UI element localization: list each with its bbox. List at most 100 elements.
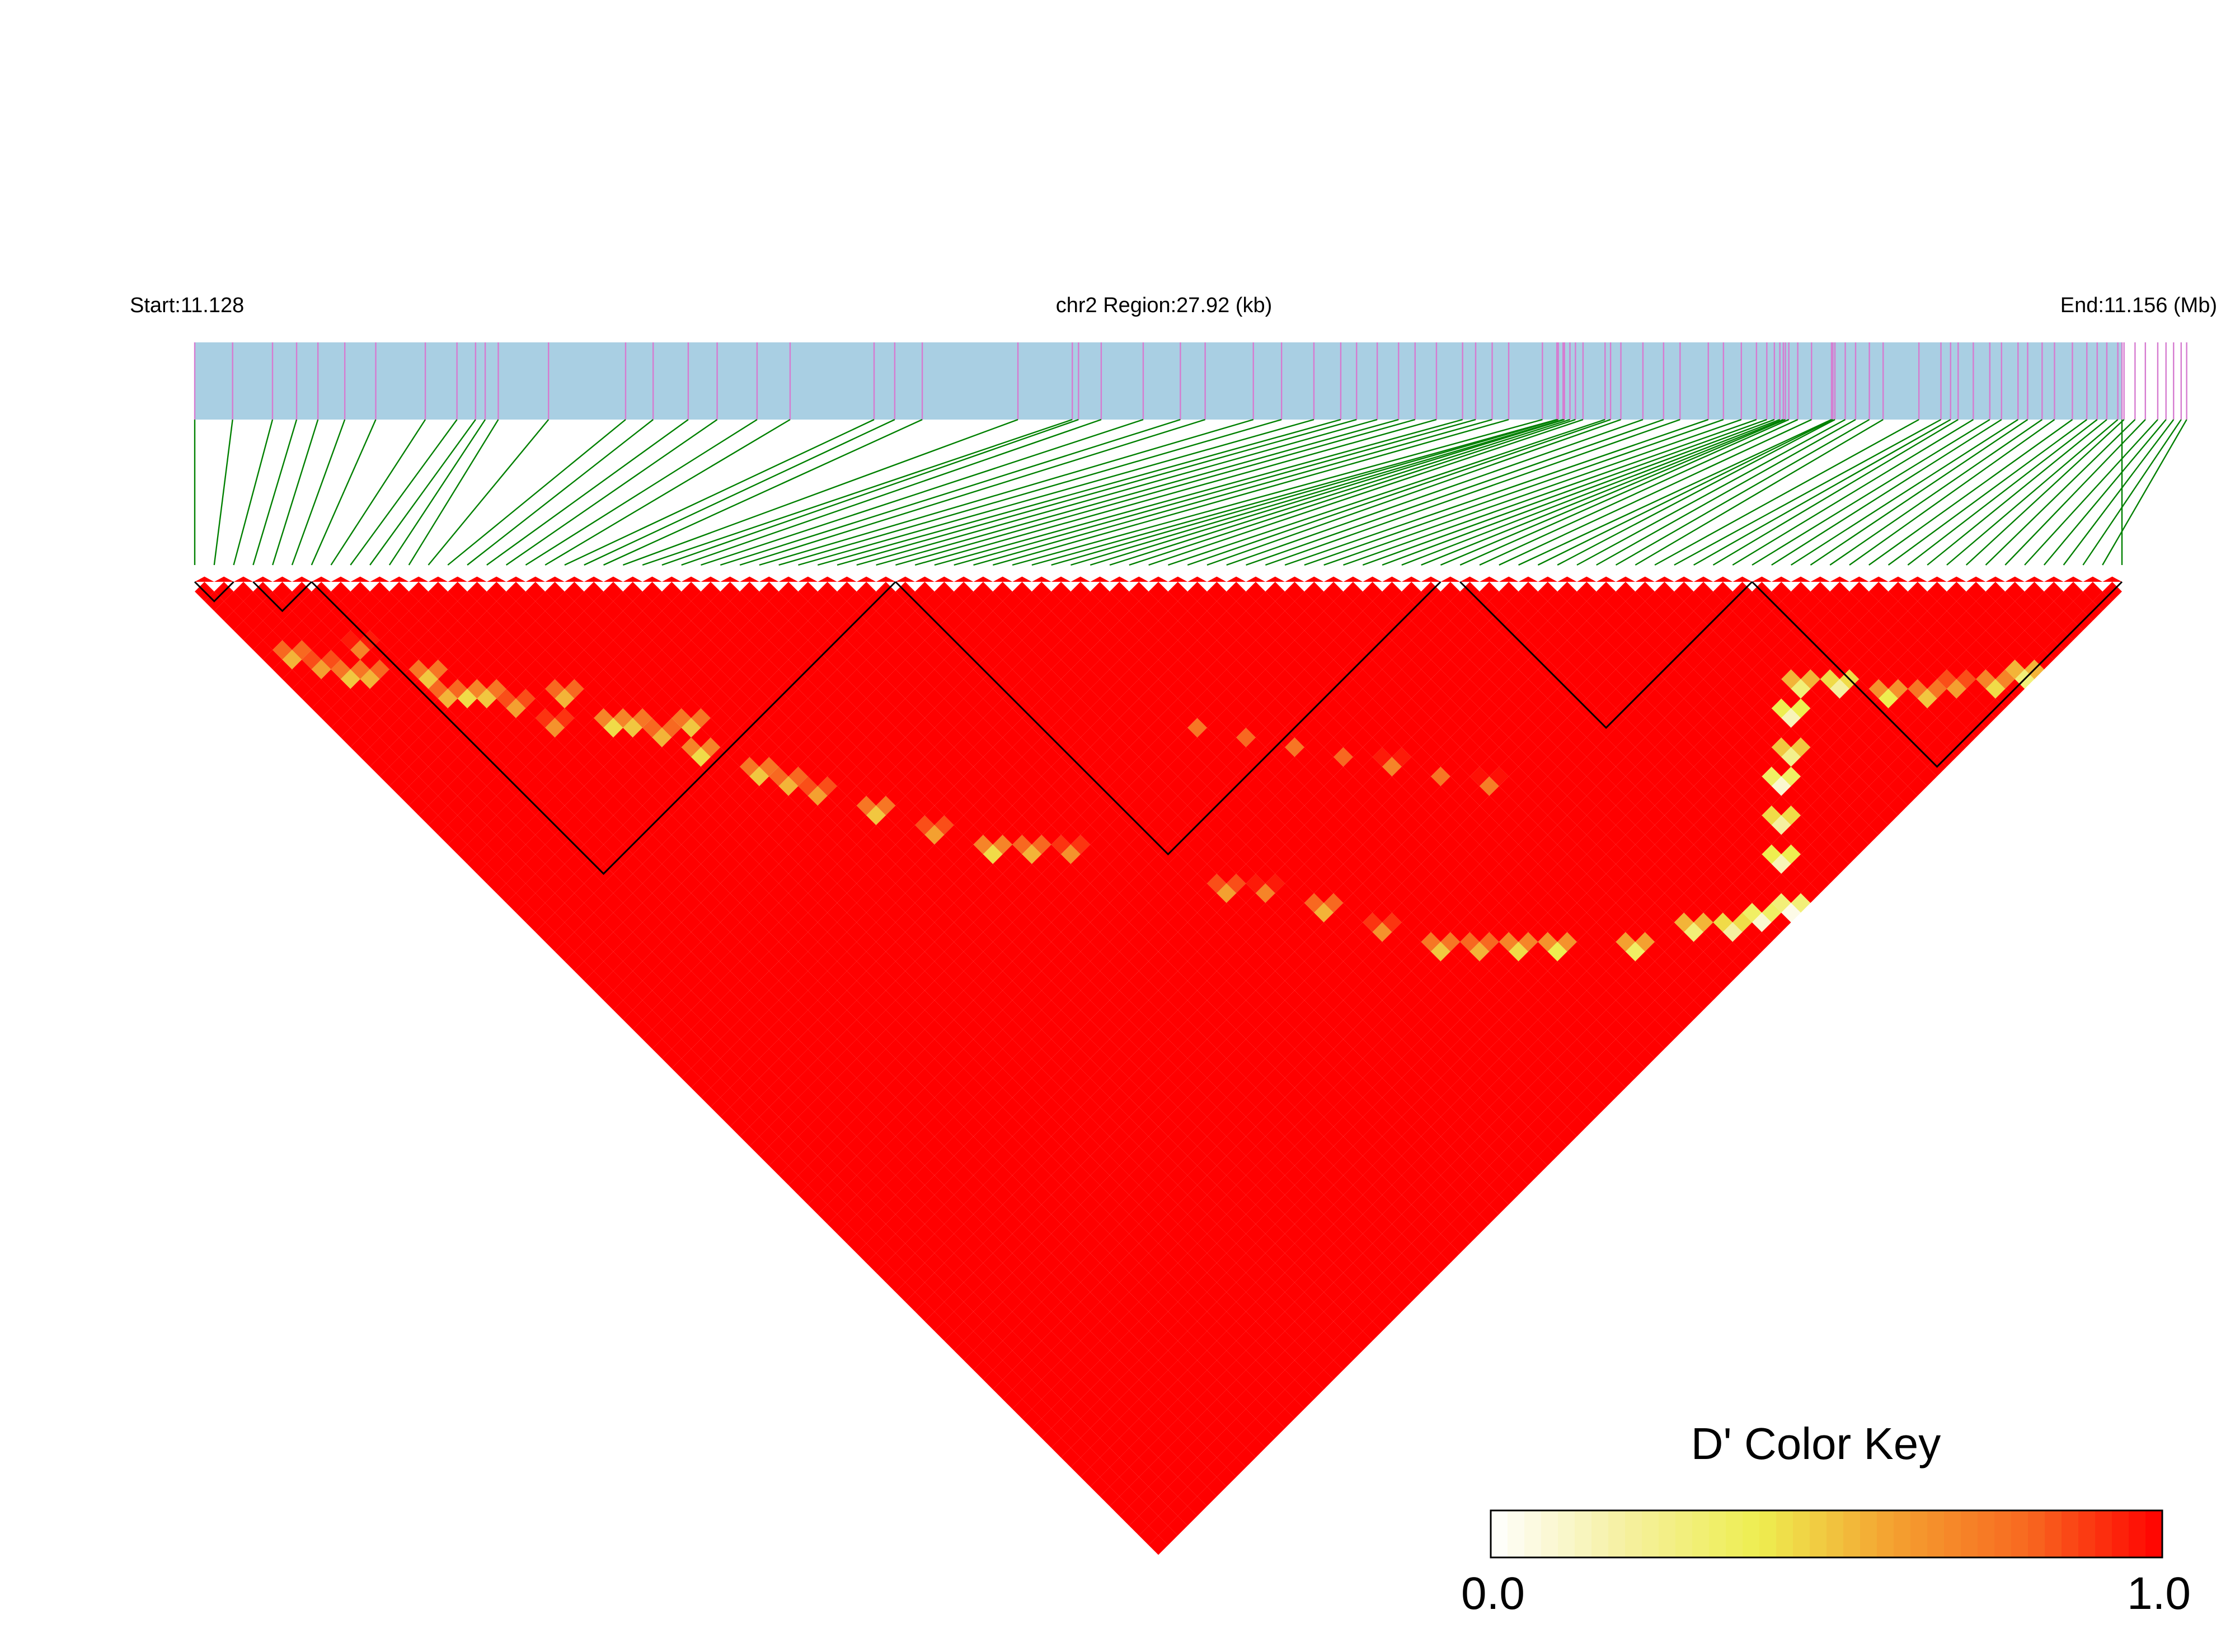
ld-cell bbox=[1586, 766, 1607, 787]
ld-cell bbox=[1236, 708, 1256, 728]
ld-cell bbox=[1158, 708, 1178, 728]
gene-bar bbox=[195, 342, 2122, 420]
ld-cell bbox=[1304, 893, 1324, 913]
ld-cell bbox=[1586, 649, 1607, 670]
ld-cell bbox=[1576, 893, 1597, 913]
ld-cell bbox=[545, 737, 565, 757]
ld-cell bbox=[1576, 620, 1597, 641]
ld-cell bbox=[1489, 1039, 1509, 1059]
ld-cell bbox=[1110, 776, 1129, 796]
ld-cell bbox=[740, 815, 759, 835]
ld-cell bbox=[1197, 864, 1217, 884]
ld-cell bbox=[1528, 630, 1548, 650]
ld-cell bbox=[1469, 825, 1490, 845]
ld-cell bbox=[1693, 951, 1713, 971]
ld-cell bbox=[1119, 1234, 1139, 1254]
ld-cell bbox=[954, 1224, 974, 1244]
ld-cell bbox=[1343, 873, 1363, 893]
ld-cell bbox=[253, 620, 273, 641]
ld-cell bbox=[1090, 990, 1110, 1010]
ld-cell bbox=[1002, 903, 1022, 923]
ld-cell bbox=[1110, 698, 1129, 718]
ld-cell bbox=[1343, 835, 1363, 855]
ld-cell bbox=[1041, 766, 1062, 787]
ld-cell bbox=[915, 1107, 935, 1127]
ld-cell bbox=[1129, 1010, 1149, 1030]
ld-cell bbox=[1343, 1048, 1363, 1069]
ld-cell bbox=[837, 971, 857, 991]
ld-cell bbox=[1334, 786, 1353, 806]
ld-cell bbox=[1158, 1428, 1178, 1448]
ld-cell bbox=[1343, 1321, 1363, 1341]
ld-cell bbox=[1440, 873, 1461, 893]
ld-cell bbox=[1129, 582, 1149, 601]
ld-cell bbox=[1460, 873, 1480, 893]
ld-cell bbox=[1411, 961, 1431, 981]
ld-cell bbox=[1236, 747, 1256, 767]
ld-cell bbox=[1139, 1097, 1158, 1117]
ld-cell bbox=[1499, 893, 1519, 913]
ld-cell bbox=[885, 1039, 905, 1059]
ld-cell bbox=[954, 835, 974, 855]
ld-cell bbox=[720, 1088, 740, 1108]
ld-cell bbox=[1070, 679, 1091, 699]
ld-cell bbox=[1431, 1058, 1450, 1079]
ld-cell bbox=[1265, 620, 1285, 641]
ld-cell bbox=[710, 961, 730, 981]
ld-cell bbox=[1586, 961, 1607, 981]
ld-cell bbox=[1022, 727, 1042, 747]
ld-cell bbox=[1635, 660, 1655, 679]
ld-cell bbox=[1323, 951, 1344, 971]
ld-cell bbox=[1061, 1019, 1081, 1039]
ld-cell bbox=[1061, 1136, 1081, 1156]
ld-cell bbox=[672, 1039, 692, 1059]
ld-cell bbox=[1051, 1068, 1071, 1088]
ld-cell bbox=[642, 757, 662, 776]
ld-cell bbox=[1002, 1272, 1022, 1292]
ld-cell bbox=[905, 1136, 925, 1156]
ld-cell bbox=[1343, 1165, 1363, 1185]
snp-connector bbox=[2043, 419, 2167, 566]
ld-cell bbox=[1334, 903, 1353, 923]
ld-cell bbox=[1217, 942, 1237, 962]
ld-cell bbox=[477, 786, 497, 806]
ld-cell bbox=[1285, 1107, 1304, 1127]
ld-cell bbox=[827, 1136, 847, 1156]
ld-cell bbox=[564, 660, 584, 679]
ld-cell bbox=[1061, 922, 1081, 942]
ld-cell bbox=[1158, 1292, 1178, 1312]
ld-cell bbox=[1139, 708, 1158, 728]
ld-cell bbox=[1557, 620, 1577, 641]
ld-cell bbox=[1411, 1214, 1431, 1234]
ld-cell bbox=[1158, 611, 1178, 630]
ld-cell bbox=[419, 611, 438, 630]
ld-cell bbox=[749, 981, 769, 1000]
ld-cell bbox=[1129, 640, 1149, 660]
ld-cell bbox=[1567, 591, 1587, 611]
ld-cell bbox=[1684, 727, 1704, 747]
ld-cell bbox=[1411, 747, 1431, 767]
ld-cell bbox=[1518, 873, 1538, 893]
ld-cell bbox=[1061, 1311, 1081, 1331]
ld-cell bbox=[710, 591, 730, 611]
ld-cell bbox=[924, 669, 945, 689]
snp-connector bbox=[739, 418, 1205, 566]
ld-cell bbox=[399, 591, 419, 611]
ld-cell bbox=[1392, 942, 1412, 962]
ld-cell bbox=[661, 582, 682, 601]
ld-cell bbox=[1450, 883, 1470, 903]
ld-cell bbox=[749, 1117, 769, 1137]
ld-cell bbox=[1713, 698, 1733, 718]
ld-cell bbox=[1080, 708, 1100, 728]
ld-cell bbox=[954, 796, 974, 816]
ld-cell bbox=[1041, 1175, 1062, 1195]
ld-cell bbox=[1323, 1068, 1344, 1088]
ld-cell bbox=[973, 718, 993, 738]
ld-cell bbox=[1090, 1477, 1110, 1497]
ld-cell bbox=[350, 582, 370, 601]
ld-cell bbox=[1061, 1156, 1081, 1176]
ld-cell bbox=[1129, 1088, 1149, 1108]
ld-cell bbox=[1226, 1380, 1246, 1400]
ld-cell bbox=[1061, 1350, 1081, 1370]
ld-cell bbox=[1002, 747, 1022, 767]
